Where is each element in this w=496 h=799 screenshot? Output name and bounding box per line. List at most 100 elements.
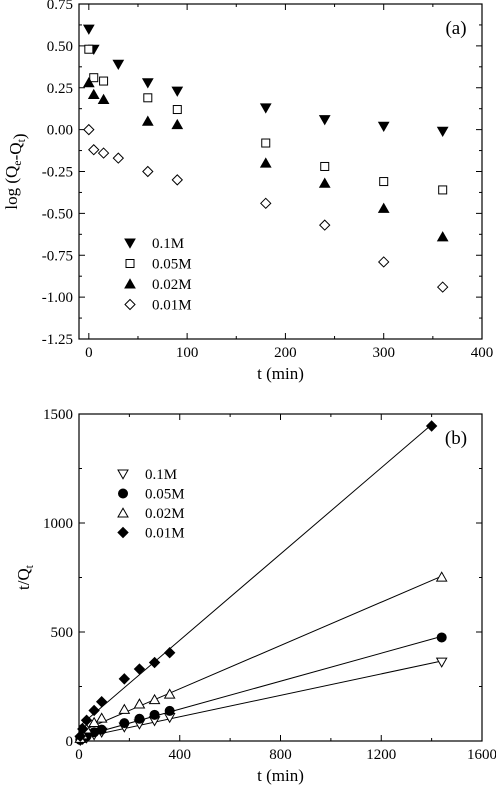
data-point (438, 185, 448, 195)
data-point (82, 76, 95, 88)
data-point (171, 174, 183, 186)
data-point (436, 231, 449, 242)
y-tick-label: -0.50 (42, 206, 73, 222)
data-point (77, 723, 89, 735)
data-point (143, 93, 153, 103)
x-tick-label: 100 (176, 345, 199, 361)
y-tick-label: 0.50 (47, 39, 73, 55)
data-point (148, 693, 161, 705)
legend-marker (124, 298, 136, 311)
series-3 (74, 420, 438, 742)
y-tick-label: 0.25 (47, 81, 73, 97)
data-point (377, 202, 390, 213)
data-point (142, 165, 154, 178)
data-point (112, 59, 125, 71)
plot-frame (78, 3, 483, 340)
data-point (88, 144, 100, 156)
x-tick-label: 300 (372, 345, 395, 361)
legend-marker (117, 526, 129, 539)
legend-label: 0.02M (145, 506, 185, 522)
data-point (95, 712, 108, 723)
series-3 (83, 123, 449, 293)
data-point (84, 44, 94, 54)
x-tick-label: 800 (269, 747, 292, 763)
y-tick-label: 0.75 (47, 0, 73, 13)
x-tick-label: 0 (85, 345, 93, 361)
legend-label: 0.1M (145, 467, 177, 483)
data-point (89, 73, 99, 83)
data-point (436, 281, 449, 293)
legend-marker (117, 469, 129, 480)
series-2 (82, 76, 449, 242)
data-point (259, 103, 272, 114)
data-point (96, 724, 107, 735)
panel-label: (a) (445, 18, 466, 39)
x-tick-label: 200 (274, 345, 297, 361)
x-tick-label: 1600 (467, 747, 496, 763)
chart-a: 0 100 200 300 400 -1.25 -1.00 -0.75 -0.50 -0.25 0.… (2, 0, 493, 383)
data-point (134, 713, 145, 724)
data-point (149, 709, 160, 720)
y-axis-label-part: t (14, 138, 28, 142)
data-point (379, 177, 389, 187)
data-point (87, 88, 100, 99)
y-tick-label: 1500 (43, 407, 73, 423)
y-tick-label: -1.00 (42, 290, 73, 306)
series-1 (75, 632, 447, 745)
panel-label: (b) (445, 428, 467, 449)
y-axis-label-part: ) (10, 133, 29, 139)
data-point (141, 78, 154, 89)
y-axis-label-part: log (Q (2, 166, 21, 210)
x-tick-label: 400 (471, 345, 494, 361)
data-point (97, 93, 110, 104)
data-point (172, 105, 182, 115)
data-point (378, 256, 390, 268)
data-point (320, 161, 330, 171)
x-axis-label: t (min) (257, 364, 304, 383)
legend-label: 0.05M (152, 257, 192, 273)
data-point (318, 115, 331, 126)
data-point (318, 177, 331, 188)
y-axis-label-part: t (22, 564, 36, 568)
legend-marker (118, 488, 128, 499)
y-tick-label: 1000 (43, 516, 73, 532)
legend-marker (124, 278, 136, 289)
data-point (133, 698, 146, 709)
y-axis-label-part: e (10, 160, 24, 165)
legend-label: 0.05M (145, 487, 185, 503)
x-tick-label: 400 (169, 747, 192, 763)
y-axis-label-part: -Q (6, 142, 25, 160)
data-point (133, 663, 146, 675)
data-point (261, 138, 271, 148)
data-point (95, 696, 108, 708)
x-tick-label: 1200 (366, 747, 396, 763)
data-point (118, 673, 131, 685)
x-axis-label: t (min) (257, 766, 304, 785)
data-point (83, 123, 95, 136)
data-point (171, 118, 184, 130)
y-tick-label: 0 (66, 734, 74, 750)
data-point (377, 121, 390, 133)
y-tick-label: -0.25 (42, 165, 73, 181)
series-1 (84, 44, 448, 195)
data-point (435, 571, 448, 582)
data-point (319, 219, 331, 231)
data-point (436, 126, 449, 138)
legend-label: 0.1M (152, 236, 184, 252)
data-point (88, 704, 100, 717)
data-point (97, 147, 110, 159)
series-0 (74, 657, 448, 747)
data-point (112, 152, 125, 164)
data-point (163, 688, 176, 699)
legend-label: 0.01M (152, 298, 192, 314)
data-point (259, 157, 272, 168)
y-tick-label: -0.75 (42, 248, 73, 264)
fit-line (78, 635, 442, 738)
y-axis-label: t/Qt (14, 564, 36, 590)
y-axis-label-part: t/Q (14, 568, 33, 590)
data-point (99, 76, 109, 86)
x-tick-label: 0 (75, 747, 83, 763)
legend-marker (124, 238, 136, 249)
chart-b: 0 400 800 1200 1600 0 500 1000 1500 t (min) t/Qt (b… (14, 407, 496, 785)
